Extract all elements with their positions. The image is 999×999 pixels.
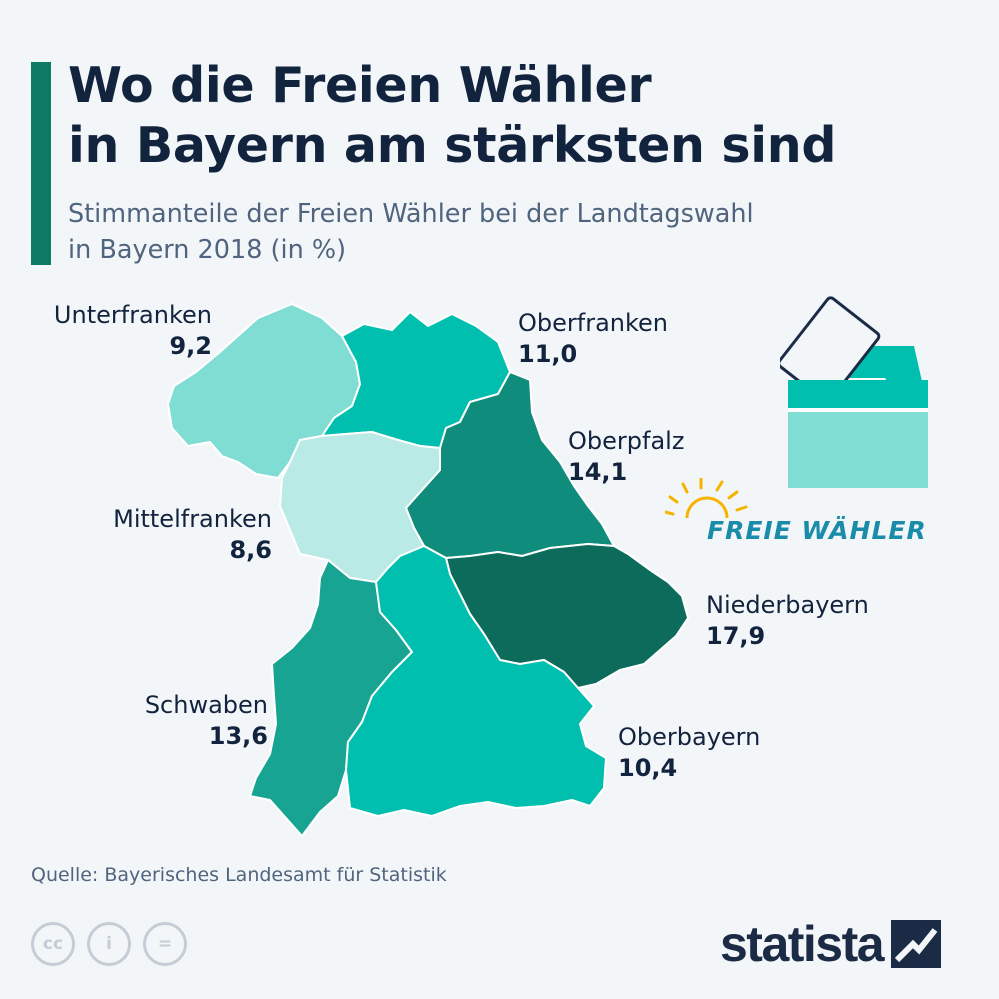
- region-name-unterfranken: Unterfranken: [53, 301, 212, 329]
- ballot-box-icon: [780, 296, 928, 488]
- region-name-niederbayern: Niederbayern: [706, 591, 869, 619]
- region-value-niederbayern: 17,9: [706, 622, 766, 650]
- region-oberbayern: [345, 545, 607, 817]
- region-name-oberfranken: Oberfranken: [518, 309, 669, 337]
- region-value-schwaben: 13,6: [208, 722, 268, 750]
- license-icons: cc i =: [31, 922, 187, 966]
- attribution-icon[interactable]: i: [87, 922, 131, 966]
- no-derivatives-icon[interactable]: =: [143, 922, 187, 966]
- label-oberfranken: Oberfranken 11,0: [518, 308, 738, 370]
- label-unterfranken: Unterfranken 9,2: [20, 300, 212, 362]
- label-niederbayern: Niederbayern 17,9: [706, 590, 946, 652]
- chart-title: Wo die Freien Wähler in Bayern am stärks…: [68, 56, 968, 176]
- label-oberpfalz: Oberpfalz 14,1: [568, 426, 768, 488]
- subtitle-line-1: Stimmanteile der Freien Wähler bei der L…: [68, 199, 754, 229]
- label-oberbayern: Oberbayern 10,4: [618, 722, 838, 784]
- region-name-oberbayern: Oberbayern: [618, 723, 761, 751]
- label-mittelfranken: Mittelfranken 8,6: [40, 504, 272, 566]
- region-name-schwaben: Schwaben: [144, 691, 268, 719]
- statista-logo[interactable]: statista: [720, 916, 942, 972]
- region-value-unterfranken: 9,2: [169, 332, 212, 360]
- region-value-oberfranken: 11,0: [518, 340, 578, 368]
- cc-license-icon[interactable]: cc: [31, 922, 75, 966]
- region-name-mittelfranken: Mittelfranken: [113, 505, 272, 533]
- freie-waehler-logo: FREIE WÄHLER: [665, 478, 955, 548]
- subtitle-line-2: in Bayern 2018 (in %): [68, 235, 347, 265]
- source-note: Quelle: Bayerisches Landesamt für Statis…: [31, 864, 447, 886]
- party-logo-text: FREIE WÄHLER: [707, 516, 927, 545]
- title-line-1: Wo die Freien Wähler: [68, 57, 652, 114]
- sun-icon: [665, 478, 748, 519]
- region-value-oberbayern: 10,4: [618, 754, 678, 782]
- chart-subtitle: Stimmanteile der Freien Wähler bei der L…: [68, 196, 968, 268]
- region-value-oberpfalz: 14,1: [568, 458, 628, 486]
- statista-mark-icon: [891, 920, 942, 968]
- region-value-mittelfranken: 8,6: [229, 536, 272, 564]
- bavaria-map: [167, 303, 689, 837]
- title-accent-bar: [31, 62, 51, 265]
- statista-wordmark: statista: [720, 916, 885, 972]
- title-line-2: in Bayern am stärksten sind: [68, 117, 837, 174]
- label-schwaben: Schwaben 13,6: [60, 690, 268, 752]
- region-name-oberpfalz: Oberpfalz: [568, 427, 685, 455]
